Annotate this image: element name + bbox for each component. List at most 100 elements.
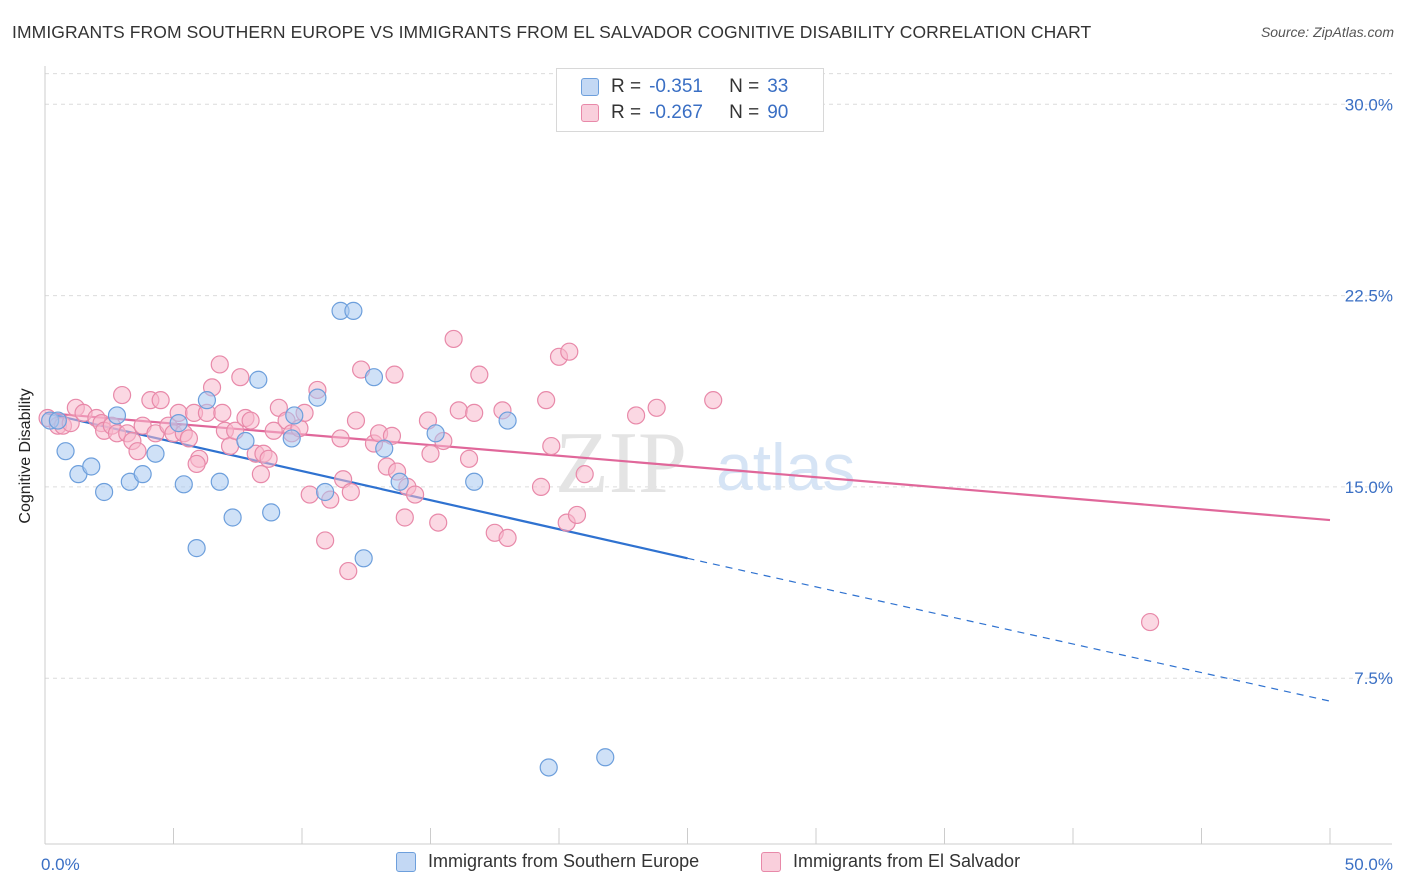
- x-tick-label: 0.0%: [41, 855, 80, 874]
- legend-r-label: R =: [611, 76, 642, 97]
- point-el-salvador: [531, 477, 551, 496]
- point-el-salvador: [542, 436, 561, 456]
- point-el-salvador: [560, 342, 579, 361]
- point-southern-europe: [249, 370, 268, 389]
- point-southern-europe: [187, 539, 206, 558]
- point-southern-europe: [316, 482, 335, 502]
- point-el-salvador: [341, 482, 360, 502]
- point-el-salvador: [346, 411, 366, 430]
- point-el-salvador: [537, 391, 556, 410]
- point-southern-europe: [236, 431, 255, 451]
- point-southern-europe: [282, 429, 301, 448]
- point-el-salvador: [444, 329, 463, 349]
- point-el-salvador: [187, 454, 206, 474]
- axes: [44, 66, 1392, 845]
- point-el-salvador: [470, 365, 489, 384]
- y-tick-label: 15.0%: [1345, 478, 1393, 497]
- bottom-legend-swatch-blue: [396, 851, 416, 872]
- point-el-salvador: [151, 391, 170, 410]
- point-el-salvador: [567, 505, 587, 525]
- y-tick-label: 30.0%: [1345, 95, 1393, 114]
- point-el-salvador: [220, 436, 240, 456]
- point-southern-europe: [375, 439, 394, 458]
- point-southern-europe: [498, 411, 517, 430]
- point-southern-europe: [596, 748, 615, 767]
- point-southern-europe: [390, 472, 409, 491]
- bottom-legend-southern-europe: Immigrants from Southern Europe: [396, 851, 699, 872]
- bottom-legend-swatch-pink: [761, 851, 781, 872]
- source-label: Source: ZipAtlas.com: [1260, 24, 1394, 40]
- point-el-salvador: [459, 449, 479, 468]
- point-southern-europe: [133, 465, 152, 484]
- point-el-salvador: [300, 485, 319, 504]
- point-el-salvador: [241, 411, 260, 430]
- point-el-salvador: [259, 449, 278, 468]
- point-el-salvador: [405, 485, 425, 504]
- point-southern-europe: [364, 368, 384, 387]
- watermark-atlas: atlas: [716, 430, 855, 504]
- point-southern-europe: [344, 301, 363, 320]
- legend-r-value: -0.267: [649, 102, 703, 123]
- legend-n-value: 33: [767, 76, 789, 97]
- point-southern-europe: [197, 391, 217, 410]
- chart-title: IMMIGRANTS FROM SOUTHERN EUROPE VS IMMIG…: [12, 22, 1092, 42]
- point-southern-europe: [95, 482, 114, 502]
- point-southern-europe: [354, 549, 373, 568]
- point-southern-europe: [465, 472, 484, 491]
- point-el-salvador: [331, 429, 350, 448]
- legend-r-label: R =: [611, 102, 642, 123]
- point-southern-europe: [308, 388, 327, 407]
- trend-line-el-salvador: [44, 411, 1331, 522]
- legend-row-el-salvador: R = -0.267 N = 90: [581, 101, 788, 125]
- point-southern-europe: [107, 406, 127, 425]
- point-el-salvador: [575, 465, 594, 484]
- point-el-salvador: [112, 385, 132, 405]
- point-el-salvador: [210, 355, 229, 374]
- bottom-legend-el-salvador: Immigrants from El Salvador: [761, 851, 1020, 872]
- point-southern-europe: [174, 475, 193, 494]
- legend-box: R = -0.351 N = 33 R = -0.267 N = 90: [556, 68, 824, 132]
- point-el-salvador: [465, 403, 484, 423]
- legend-r-value: -0.351: [649, 76, 703, 97]
- y-tick-label: 22.5%: [1345, 287, 1393, 306]
- point-southern-europe: [262, 503, 281, 522]
- bottom-legend-label: Immigrants from Southern Europe: [428, 851, 700, 871]
- legend-swatch-pink: [581, 104, 599, 122]
- point-el-salvador: [339, 561, 358, 581]
- point-southern-europe: [426, 424, 445, 443]
- point-el-salvador: [421, 444, 440, 463]
- point-el-salvador: [213, 403, 232, 423]
- point-el-salvador: [251, 465, 270, 484]
- point-el-salvador: [231, 368, 250, 387]
- legend-n-label: N =: [729, 76, 760, 97]
- legend-swatch-blue: [581, 78, 599, 96]
- point-el-salvador: [704, 391, 723, 410]
- point-southern-europe: [169, 414, 188, 433]
- point-el-salvador: [316, 531, 335, 550]
- bottom-legend-label: Immigrants from El Salvador: [793, 851, 1021, 871]
- point-southern-europe: [82, 457, 101, 476]
- point-el-salvador: [385, 365, 404, 384]
- point-el-salvador: [647, 398, 666, 417]
- point-southern-europe: [223, 508, 242, 527]
- legend-n-value: 90: [767, 102, 789, 123]
- trend-line-southern-europe-extension: [687, 557, 1331, 702]
- point-el-salvador: [498, 528, 517, 548]
- tick-labels: 7.5% 15.0% 22.5% 30.0% 0.0% 50.0%: [41, 95, 1393, 874]
- point-southern-europe: [539, 758, 558, 777]
- legend-row-southern-europe: R = -0.351 N = 33: [581, 75, 788, 99]
- watermark-zip: ZIP: [555, 415, 687, 512]
- legend-n-label: N =: [729, 102, 760, 123]
- trend-lines: [44, 411, 1331, 702]
- point-southern-europe: [56, 442, 75, 461]
- point-el-salvador: [429, 513, 448, 532]
- data-points: [38, 301, 1160, 777]
- point-el-salvador: [264, 421, 283, 440]
- point-el-salvador: [395, 508, 414, 527]
- point-el-salvador: [179, 429, 199, 448]
- point-southern-europe: [48, 411, 67, 430]
- point-southern-europe: [285, 406, 304, 425]
- point-southern-europe: [210, 472, 229, 491]
- x-tick-label: 50.0%: [1345, 855, 1393, 874]
